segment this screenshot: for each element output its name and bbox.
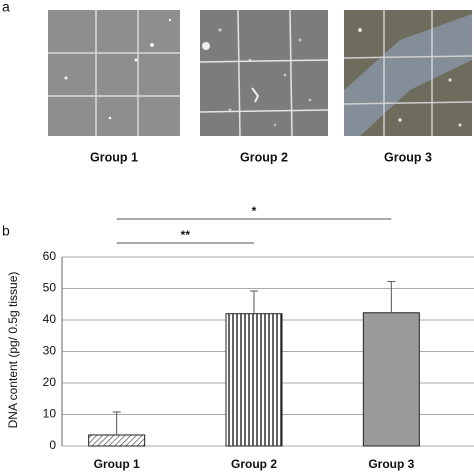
y-tick-label: 30 [43, 344, 57, 358]
y-tick-label: 20 [43, 375, 57, 389]
panel-label: b [2, 223, 10, 239]
y-tick-label: 50 [43, 281, 57, 295]
bar [88, 434, 146, 447]
x-tick-label: Group 3 [368, 457, 414, 471]
micrograph [48, 10, 180, 136]
panel-label: a [2, 0, 10, 15]
x-tick-label: Group 2 [231, 457, 277, 471]
error-bar [112, 411, 121, 435]
micrograph [343, 10, 473, 136]
significance-label: ** [181, 228, 191, 242]
bar [225, 313, 283, 447]
micrograph-caption: Group 1 [90, 150, 138, 164]
bar [362, 312, 420, 447]
y-tick-label: 10 [43, 407, 57, 421]
error-bar [250, 290, 258, 314]
x-tick-label: Group 1 [94, 457, 140, 471]
significance-label: * [252, 204, 257, 218]
y-axis-label: DNA content (pg/ 0.5g tissue) [6, 272, 20, 429]
y-tick-label: 40 [43, 312, 57, 326]
micrograph-caption: Group 2 [240, 150, 288, 164]
y-tick-label: 0 [49, 438, 56, 452]
error-bar [387, 281, 396, 313]
y-tick-label: 60 [43, 249, 57, 263]
micrograph [199, 9, 329, 137]
micrograph-caption: Group 3 [384, 150, 432, 164]
